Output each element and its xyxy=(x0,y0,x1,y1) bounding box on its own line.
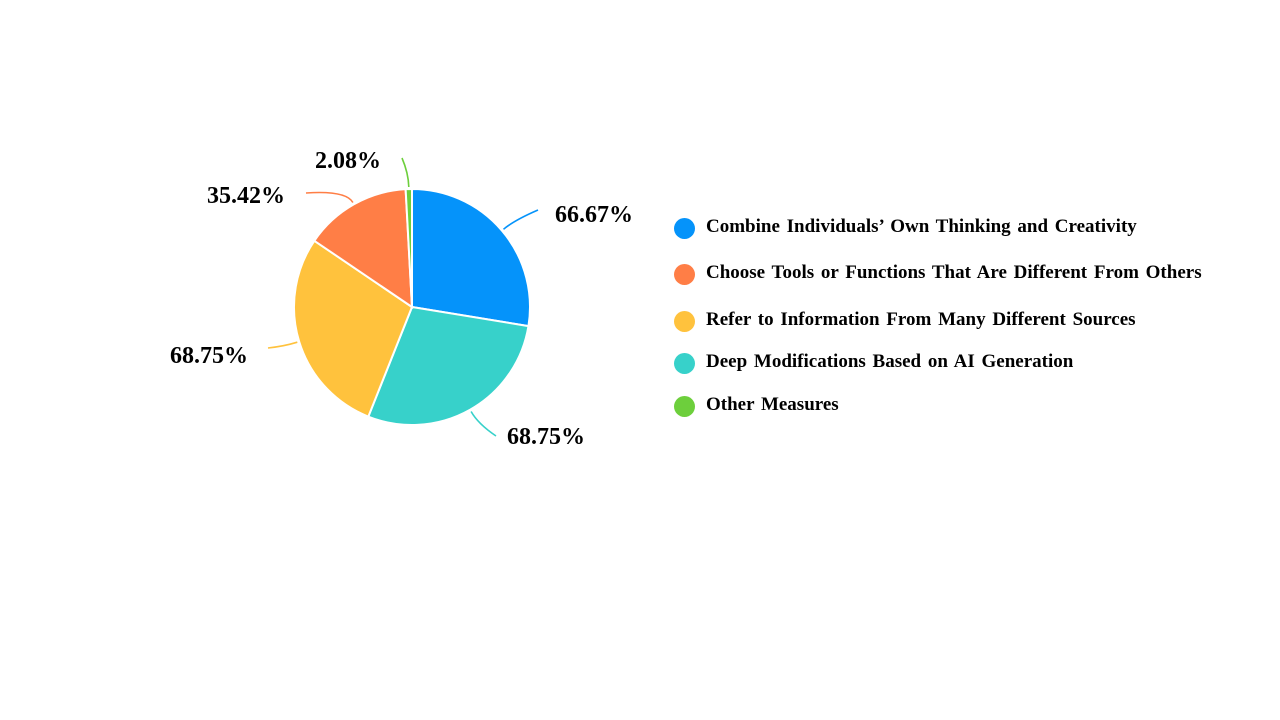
leader-refer-info xyxy=(267,341,298,349)
slice-deep-mod xyxy=(367,305,530,426)
legend-marker xyxy=(674,353,695,374)
legend-label: Combine Individuals’ Own Thinking and Cr… xyxy=(706,216,1137,237)
data-label-combine: 66.67% xyxy=(555,202,633,228)
data-labels: 66.67% 35.42% 68.75% 68.75% 2.08% xyxy=(170,148,633,450)
slice-combine xyxy=(411,187,531,328)
legend-marker xyxy=(674,396,695,417)
legend-label: Choose Tools or Functions That Are Diffe… xyxy=(706,262,1202,283)
data-label-other: 2.08% xyxy=(315,148,381,174)
slice-refer-info xyxy=(292,239,414,418)
legend-label: Other Measures xyxy=(706,394,839,415)
data-label-refer-info: 68.75% xyxy=(170,343,248,369)
legend-marker xyxy=(674,264,695,285)
leader-combine xyxy=(502,209,539,230)
slice-choose-tools xyxy=(312,188,414,309)
leader-lines xyxy=(267,157,539,437)
data-label-deep-mod: 68.75% xyxy=(507,424,585,450)
legend-label: Refer to Information From Many Different… xyxy=(706,309,1136,330)
legend-marker xyxy=(674,311,695,332)
slice-other xyxy=(404,187,413,308)
leader-choose-tools xyxy=(305,191,354,203)
leader-other xyxy=(401,157,410,188)
data-label-choose-tools: 35.42% xyxy=(207,183,285,209)
pie-slices xyxy=(292,187,531,426)
legend-label: Deep Modifications Based on AI Generatio… xyxy=(706,351,1074,372)
legend-marker xyxy=(674,218,695,239)
leader-deep-mod xyxy=(470,411,497,437)
